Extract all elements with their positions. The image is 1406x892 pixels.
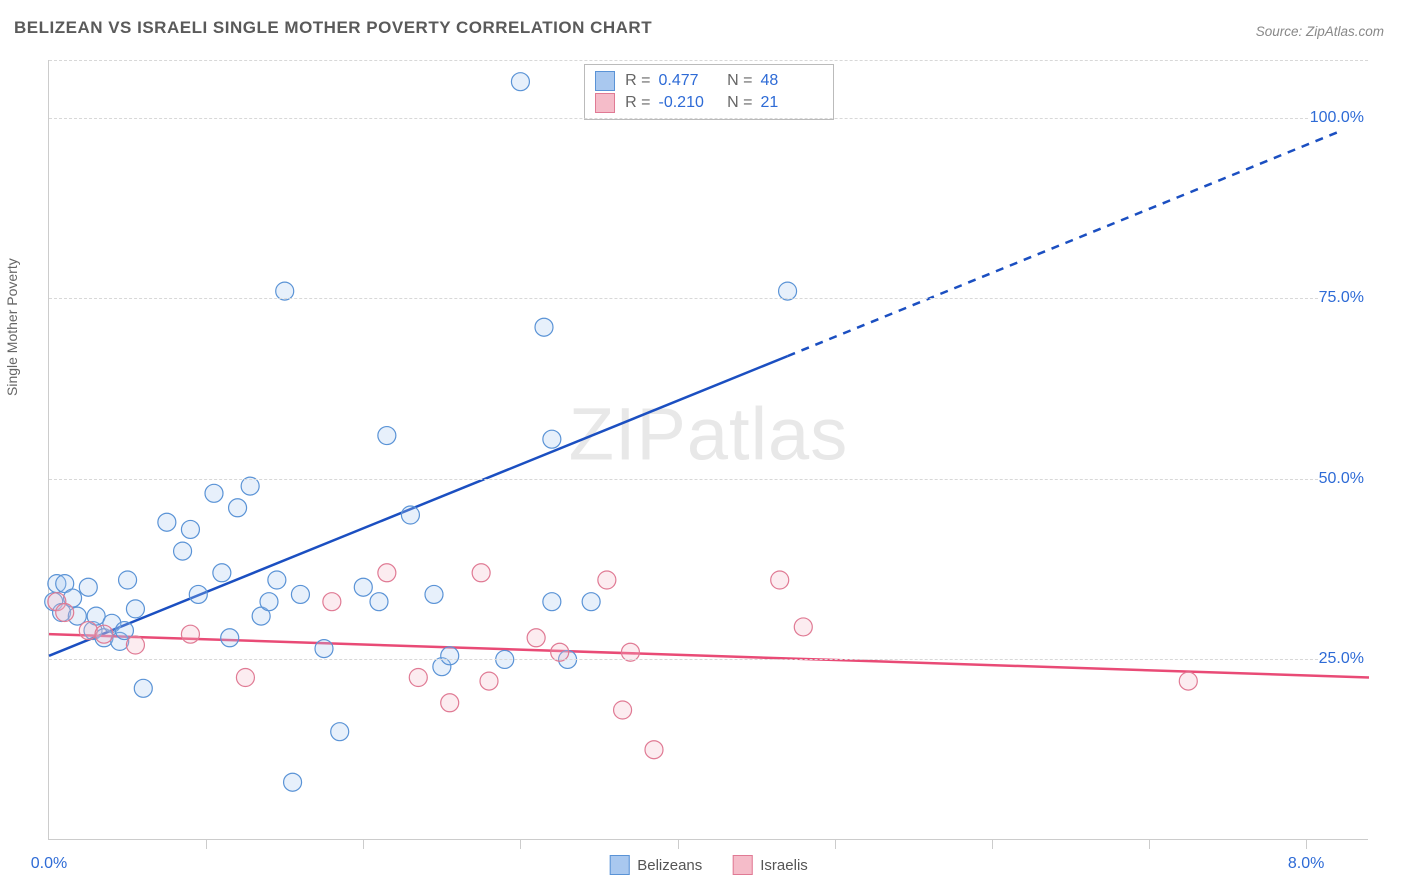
y-axis-label: Single Mother Poverty [4, 258, 20, 396]
legend: Belizeans Israelis [609, 855, 808, 875]
legend-item: Belizeans [609, 855, 702, 875]
y-tick-label: 100.0% [1310, 109, 1372, 127]
x-tick-label: 8.0% [1288, 855, 1324, 873]
y-tick-label: 75.0% [1319, 289, 1372, 307]
legend-item: Israelis [732, 855, 808, 875]
swatch-icon [609, 855, 629, 875]
source-label: Source: ZipAtlas.com [1256, 24, 1384, 39]
swatch-icon [732, 855, 752, 875]
plot-area: ZIPatlas R = 0.477 N = 48 R = -0.210 N =… [48, 60, 1368, 840]
x-tick-label: 0.0% [31, 855, 67, 873]
chart-title: BELIZEAN VS ISRAELI SINGLE MOTHER POVERT… [14, 18, 652, 38]
scatter-svg [49, 60, 1368, 839]
legend-label: Israelis [760, 857, 808, 874]
legend-label: Belizeans [637, 857, 702, 874]
y-tick-label: 50.0% [1319, 470, 1372, 488]
y-tick-label: 25.0% [1319, 650, 1372, 668]
